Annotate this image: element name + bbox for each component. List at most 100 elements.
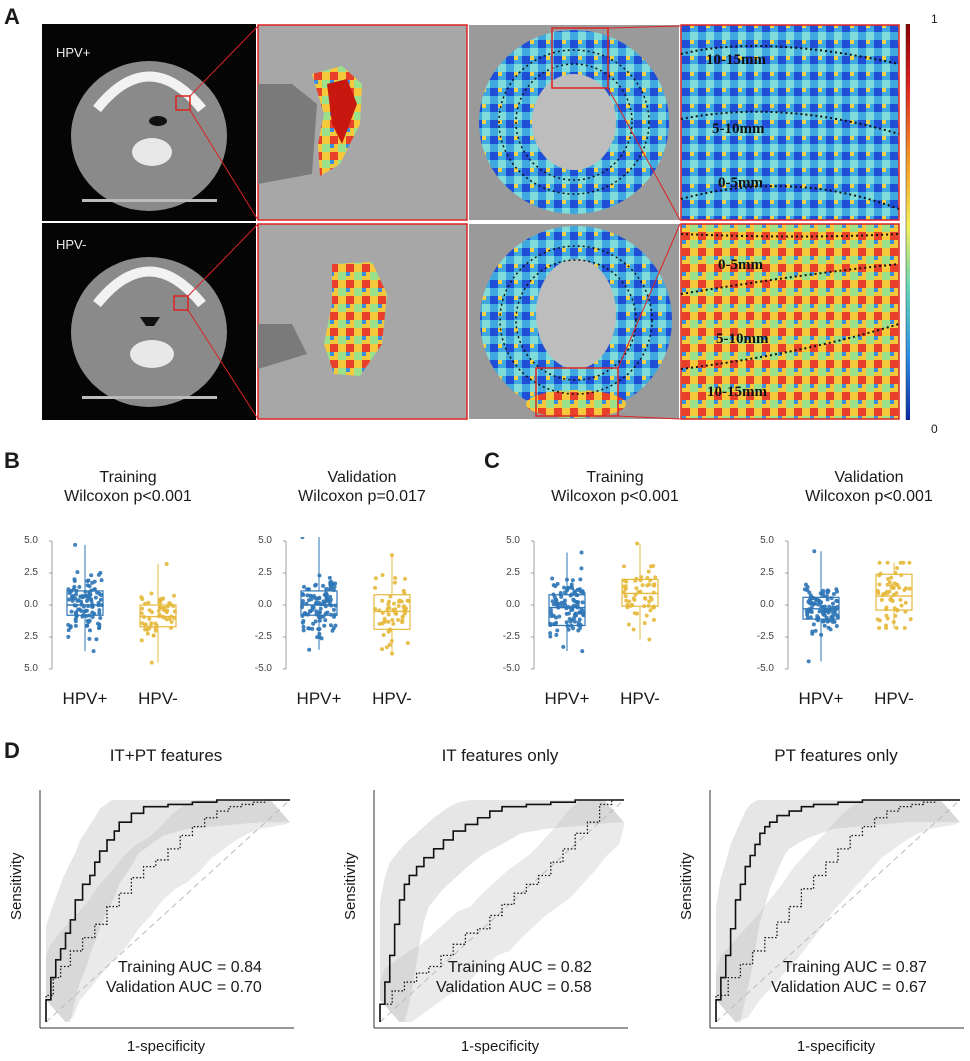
roc-title: IT features only xyxy=(441,746,559,765)
data-point xyxy=(562,598,567,603)
data-point xyxy=(74,613,79,618)
roc-title: IT+PT features xyxy=(109,746,223,765)
data-point xyxy=(312,594,317,599)
data-point xyxy=(88,592,93,597)
data-point xyxy=(315,635,320,640)
data-point xyxy=(384,645,389,650)
data-point xyxy=(809,610,814,615)
data-point xyxy=(323,611,328,616)
x-category-label: HPV+ xyxy=(62,689,108,708)
data-point xyxy=(892,581,897,586)
x-category-label: HPV+ xyxy=(296,689,342,708)
data-point xyxy=(569,592,574,597)
data-point xyxy=(569,607,574,612)
data-point xyxy=(651,582,656,587)
data-point xyxy=(67,597,72,602)
data-point xyxy=(85,623,90,628)
data-point xyxy=(73,542,78,547)
data-point xyxy=(146,600,151,605)
data-point xyxy=(305,593,310,598)
data-point xyxy=(644,613,649,618)
data-point xyxy=(87,584,92,589)
data-point xyxy=(573,604,578,609)
data-point xyxy=(165,604,170,609)
data-point xyxy=(90,610,95,615)
data-point xyxy=(575,593,580,598)
x-axis-label: 1-specificity xyxy=(796,1038,876,1055)
data-point xyxy=(90,614,95,619)
data-point xyxy=(622,590,627,595)
data-point xyxy=(548,631,553,636)
data-point xyxy=(139,595,144,600)
data-point xyxy=(145,627,150,632)
data-point xyxy=(311,605,316,610)
data-point xyxy=(903,600,908,605)
y-tick-label: 0.0 xyxy=(506,599,520,610)
data-point xyxy=(156,609,161,614)
data-point xyxy=(894,626,899,631)
validation-auc-label: Validation AUC = 0.58 xyxy=(436,979,592,996)
data-point xyxy=(808,593,813,598)
zone-label: 10-15mm xyxy=(706,52,766,68)
data-point xyxy=(319,615,324,620)
data-point xyxy=(819,604,824,609)
data-point xyxy=(373,607,378,612)
data-point xyxy=(825,589,830,594)
data-point xyxy=(383,619,388,624)
data-point xyxy=(550,599,555,604)
data-point xyxy=(549,614,554,619)
data-point xyxy=(648,608,653,613)
data-point xyxy=(386,599,391,604)
data-point xyxy=(394,611,399,616)
y-tick-label: -2.5 xyxy=(254,631,272,642)
data-point xyxy=(324,591,329,596)
data-point xyxy=(140,621,145,626)
data-point xyxy=(90,604,95,609)
data-point xyxy=(548,608,553,613)
data-point xyxy=(580,649,585,654)
data-point xyxy=(579,550,584,555)
data-point xyxy=(89,573,94,578)
data-point xyxy=(555,581,560,586)
data-point xyxy=(831,591,836,596)
data-point xyxy=(329,583,334,588)
data-point xyxy=(572,612,577,617)
data-point xyxy=(553,622,558,627)
data-point xyxy=(632,597,637,602)
data-point xyxy=(157,605,162,610)
data-point xyxy=(317,601,322,606)
data-point xyxy=(95,590,100,595)
data-point xyxy=(72,577,77,582)
data-point xyxy=(634,586,639,591)
data-point xyxy=(91,649,96,654)
data-point xyxy=(566,627,571,632)
box xyxy=(875,573,913,611)
data-point xyxy=(169,614,174,619)
x-category-label: HPV- xyxy=(138,689,178,708)
data-point xyxy=(897,585,902,590)
data-point xyxy=(319,636,324,641)
data-point xyxy=(633,592,638,597)
chance-line xyxy=(45,799,291,1023)
data-point xyxy=(830,614,835,619)
data-point xyxy=(329,612,334,617)
y-tick-label: 5.0 xyxy=(760,535,774,546)
data-point xyxy=(388,594,393,599)
data-point xyxy=(380,573,385,578)
data-point xyxy=(572,589,577,594)
data-point xyxy=(151,633,156,638)
y-tick-label: 2.5 xyxy=(258,567,272,578)
data-point xyxy=(389,651,394,656)
data-point xyxy=(899,603,904,608)
y-tick-label: 5.0 xyxy=(506,535,520,546)
y-tick-label: 5.0 xyxy=(24,535,38,546)
data-point xyxy=(895,607,900,612)
data-point xyxy=(161,615,166,620)
data-point xyxy=(886,577,891,582)
data-point xyxy=(558,590,563,595)
data-point xyxy=(647,637,652,642)
data-point xyxy=(579,607,584,612)
data-point xyxy=(380,598,385,603)
x-axis-label: 1-specificity xyxy=(126,1038,206,1055)
y-tick-label: -2.5 xyxy=(756,631,774,642)
